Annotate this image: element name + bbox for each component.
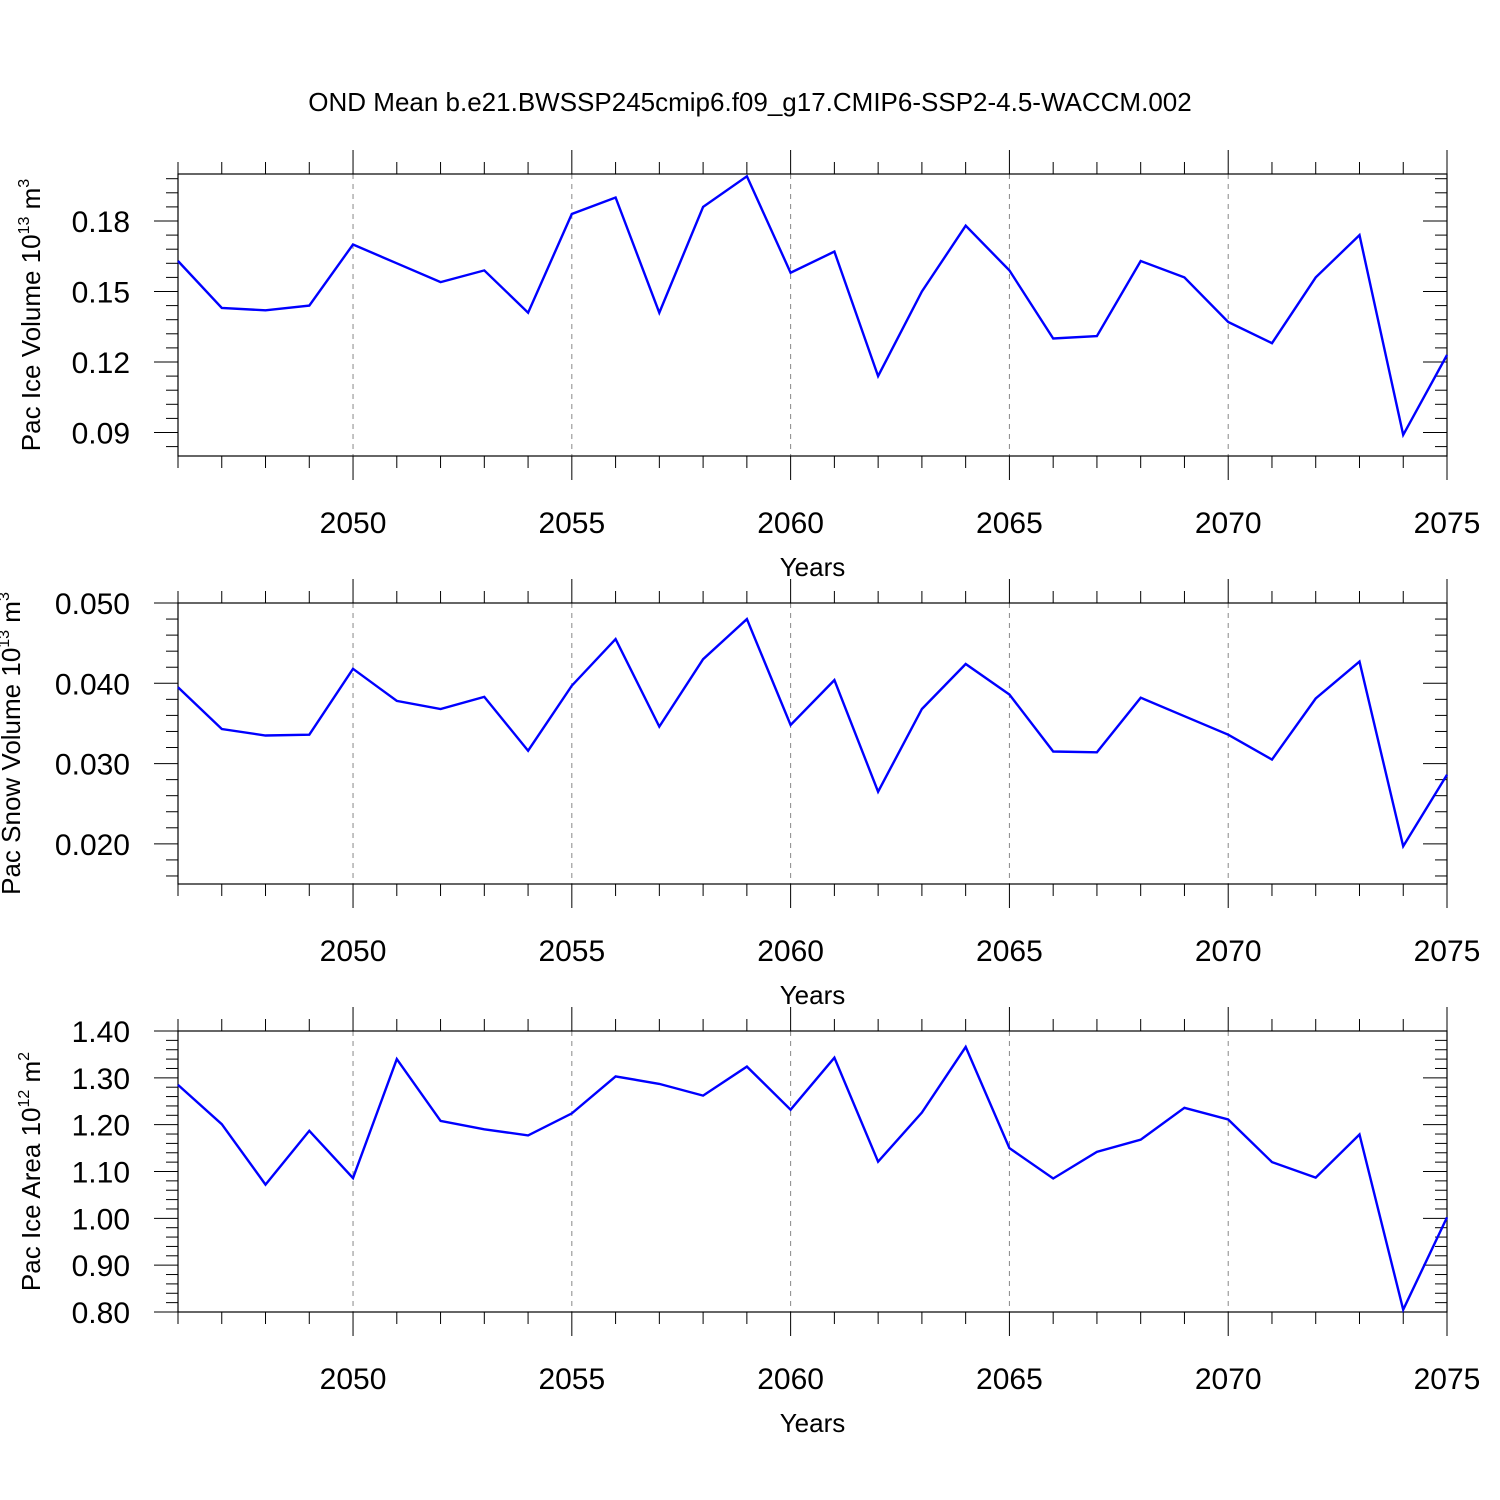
x-tick-label: 2050: [320, 507, 387, 540]
x-tick-label: 2065: [976, 507, 1043, 540]
y-tick-label: 1.10: [72, 1157, 130, 1190]
y-tick-label: 0.80: [72, 1297, 130, 1330]
panel-1: 0.09 0.12 0.15 0.18 2050 2055 2060 2065 2070 2075…: [16, 150, 1480, 582]
y-axis-label: Pac Ice Volume 1013 m3: [16, 179, 46, 452]
x-tick-label: 2065: [976, 935, 1043, 968]
y-tick-label: 0.030: [55, 749, 130, 782]
chart-title: OND Mean b.e21.BWSSP245cmip6.f09_g17.CMI…: [308, 87, 1191, 117]
y-tick-label: 0.12: [72, 347, 130, 380]
x-tick-label: 2055: [538, 507, 605, 540]
x-tick-label: 2070: [1195, 507, 1262, 540]
panel-2: 0.020 0.030 0.040 0.050 2050 2055 2060 2065 2070…: [0, 579, 1480, 1010]
y-tick-label: 0.15: [72, 277, 130, 310]
y-axis-label: Pac Ice Area 1012 m2: [16, 1052, 46, 1291]
series-line: [177, 174, 1449, 439]
y-tick-label: 0.040: [55, 668, 130, 701]
x-axis-label: Years: [780, 980, 846, 1010]
x-tick-label: 2065: [976, 1363, 1043, 1396]
panel-3: 0.80 0.90 1.00 1.10 1.20 1.30 1.40 2050 2055 2060…: [16, 1007, 1480, 1438]
x-tick-label: 2060: [757, 507, 824, 540]
plot-frame: [177, 602, 1448, 885]
x-tick-label: 2050: [320, 1363, 387, 1396]
y-tick-label: 1.00: [72, 1203, 130, 1236]
x-tick-label: 2070: [1195, 935, 1262, 968]
series-line: [177, 617, 1449, 850]
x-tick-label: 2060: [757, 1363, 824, 1396]
x-tick-label: 2070: [1195, 1363, 1262, 1396]
y-tick-label: 0.020: [55, 829, 130, 862]
plot-frame: [177, 173, 1448, 457]
y-tick-label: 0.18: [72, 206, 130, 239]
x-tick-label: 2055: [538, 935, 605, 968]
y-tick-label: 1.30: [72, 1063, 130, 1096]
y-tick-label: 0.09: [72, 418, 130, 451]
x-tick-label: 2075: [1414, 935, 1481, 968]
x-tick-label: 2055: [538, 1363, 605, 1396]
y-tick-label: 0.050: [55, 588, 130, 621]
plot-frame: [177, 1030, 1448, 1313]
x-tick-label: 2075: [1414, 1363, 1481, 1396]
x-axis-label: Years: [780, 552, 846, 582]
y-tick-label: 0.90: [72, 1250, 130, 1283]
x-tick-label: 2050: [320, 935, 387, 968]
x-tick-label: 2075: [1414, 507, 1481, 540]
y-axis-label: Pac Snow Volume 1013 m3: [0, 592, 26, 895]
x-axis-label: Years: [780, 1408, 846, 1438]
x-tick-label: 2060: [757, 935, 824, 968]
y-tick-label: 1.20: [72, 1110, 130, 1143]
panels: 0.09 0.12 0.15 0.18 2050 2055 2060 2065 2070 2075…: [0, 150, 1480, 1438]
series-line: [177, 1044, 1449, 1314]
y-tick-label: 1.40: [72, 1016, 130, 1049]
